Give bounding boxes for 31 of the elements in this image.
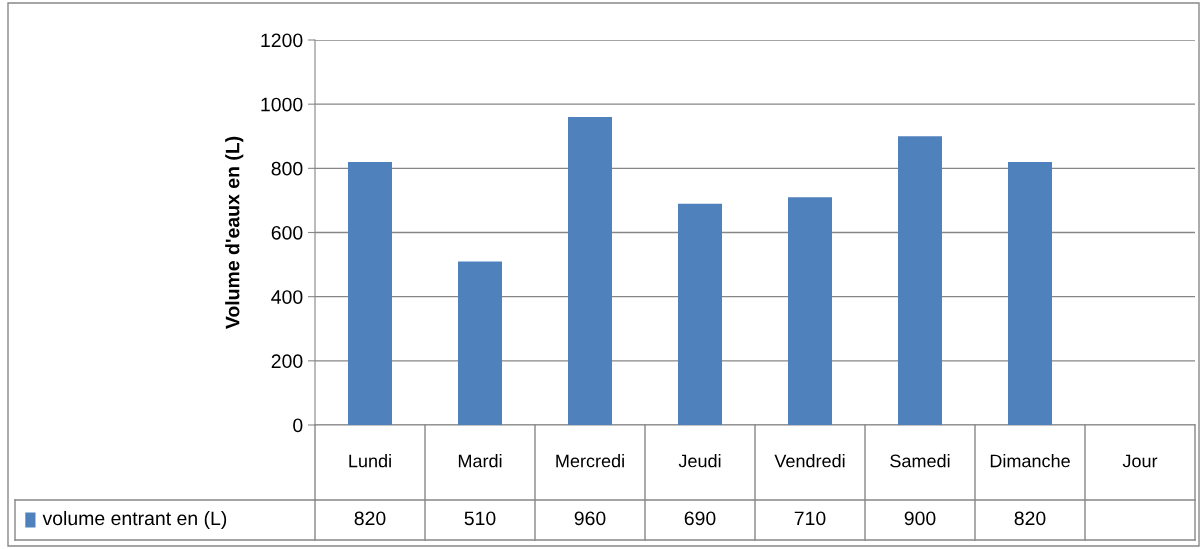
x-tick-label: Samedi bbox=[890, 454, 950, 468]
data-label: 900 bbox=[904, 511, 936, 526]
data-label: 710 bbox=[794, 511, 826, 526]
bar bbox=[1008, 161, 1052, 425]
bar bbox=[348, 161, 392, 425]
x-tick-label: Vendredi bbox=[774, 454, 845, 468]
y-tick-label: 200 bbox=[271, 354, 303, 369]
data-label: 820 bbox=[1014, 511, 1046, 526]
y-axis-title: Volume d'eaux en (L) bbox=[225, 136, 244, 330]
x-tick-label: Dimanche bbox=[990, 454, 1070, 468]
data-label: 510 bbox=[464, 511, 496, 526]
x-tick-label: Jeudi bbox=[678, 454, 721, 468]
bar bbox=[568, 117, 612, 425]
data-label: 690 bbox=[684, 511, 716, 526]
bar bbox=[678, 203, 722, 425]
y-tick-label: 1000 bbox=[261, 97, 303, 112]
data-label: 820 bbox=[354, 511, 386, 526]
y-tick-label: 400 bbox=[271, 290, 303, 304]
y-tick-label: 600 bbox=[271, 225, 303, 240]
x-tick-label: Lundi bbox=[349, 454, 391, 468]
bar bbox=[898, 136, 942, 425]
x-tick-label: Jour bbox=[1122, 454, 1158, 468]
bar bbox=[458, 261, 502, 425]
x-tick-label: Mardi bbox=[458, 454, 502, 468]
y-tick-label: 800 bbox=[271, 161, 303, 176]
data-label: 960 bbox=[574, 511, 606, 526]
legend-label: volume entrant en (L) bbox=[42, 510, 227, 530]
y-tick-label: 1200 bbox=[261, 33, 303, 48]
x-tick-label: Mercredi bbox=[556, 454, 624, 468]
bar bbox=[788, 197, 832, 425]
y-tick-label: 0 bbox=[293, 418, 303, 433]
